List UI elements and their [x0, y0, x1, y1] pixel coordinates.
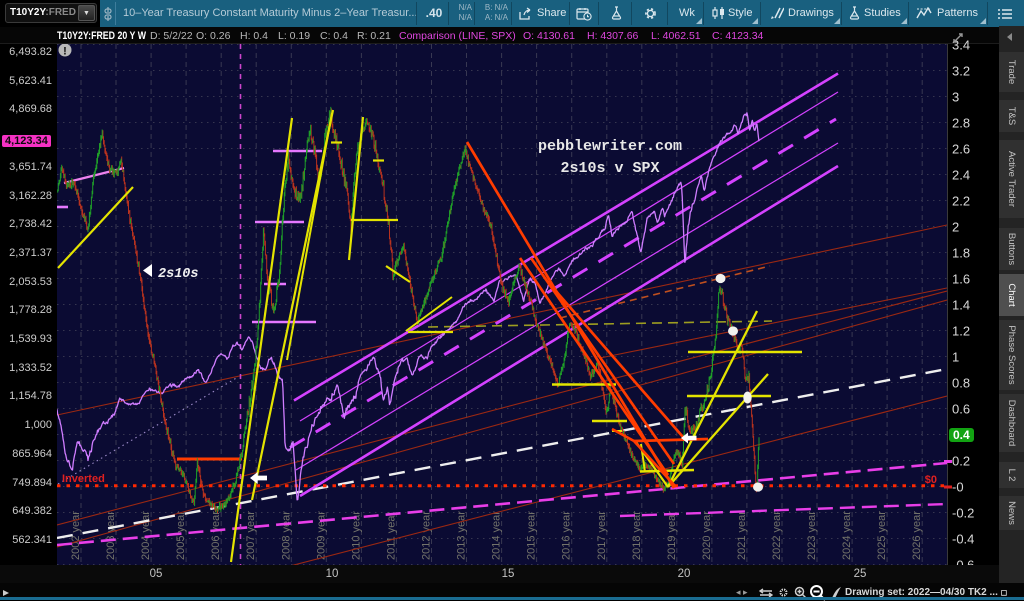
svg-text:2020 year: 2020 year [701, 511, 713, 560]
svg-text:!: ! [63, 46, 67, 58]
svg-text:2019 year: 2019 year [666, 511, 678, 560]
svg-text:2026 year: 2026 year [911, 511, 923, 560]
svg-text:2025 year: 2025 year [876, 511, 888, 560]
svg-text:2012 year: 2012 year [421, 511, 433, 560]
svg-text:Inverted: Inverted [62, 473, 105, 485]
svg-text:2023 year: 2023 year [806, 511, 818, 560]
svg-text:2s10s: 2s10s [158, 267, 199, 282]
svg-text:2015 year: 2015 year [526, 511, 538, 560]
svg-text:2005 year: 2005 year [175, 511, 187, 560]
svg-text:2017 year: 2017 year [596, 511, 608, 560]
svg-text:2013 year: 2013 year [456, 511, 468, 560]
svg-text:2014 year: 2014 year [491, 511, 503, 560]
svg-text:2016 year: 2016 year [561, 511, 573, 560]
svg-text:2003 year: 2003 year [105, 511, 117, 560]
svg-text:2024 year: 2024 year [841, 511, 853, 560]
svg-text:2018 year: 2018 year [631, 511, 643, 560]
svg-text:2007 year: 2007 year [245, 511, 257, 560]
svg-text:2022 year: 2022 year [771, 511, 783, 560]
svg-text:2009 year: 2009 year [315, 511, 327, 560]
svg-text:pebblewriter.com: pebblewriter.com [538, 138, 682, 155]
svg-text:$0: $0 [925, 474, 937, 486]
svg-text:2002 year: 2002 year [70, 511, 82, 560]
svg-text:2021 year: 2021 year [736, 511, 748, 560]
svg-text:2011 year: 2011 year [385, 512, 397, 560]
svg-text:2006 year: 2006 year [210, 511, 222, 560]
svg-text:2008 year: 2008 year [280, 511, 292, 560]
svg-text:2s10s v SPX: 2s10s v SPX [560, 160, 659, 177]
